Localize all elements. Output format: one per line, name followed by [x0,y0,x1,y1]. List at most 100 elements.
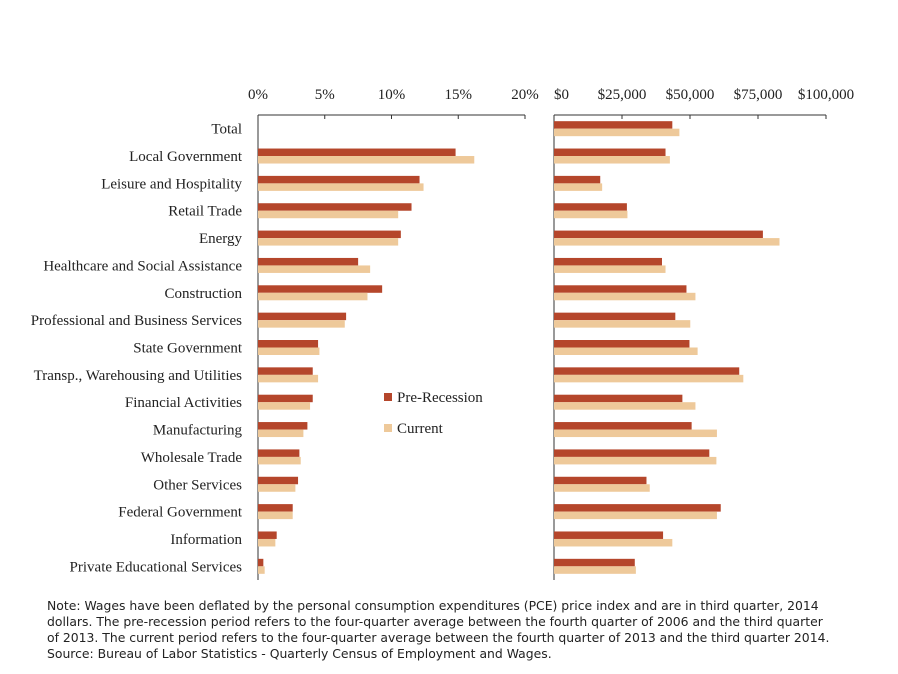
bar-current-private-educational-services-panel0 [258,566,265,574]
bar-pre-recession-local-government-panel1 [554,148,666,157]
bar-pre-recession-financial-activities-panel1 [554,394,683,403]
bar-pre-recession-retail-trade-panel1 [554,203,627,211]
bar-pre-recession-other-services-panel0 [258,476,299,485]
wage-panel: $0 $25,000 $50,000 $75,000 $100,000 [553,87,854,580]
legend: Pre-Recession Current [384,390,483,437]
bar-current-local-government-panel1 [554,156,670,164]
bar-current-financial-activities-panel0 [258,402,311,410]
bar-pre-recession-wholesale-trade-panel0 [258,449,300,457]
category-label-state-government: State Government [133,341,243,357]
category-label-energy: Energy [199,231,243,247]
bar-current-leisure-and-hospitality-panel0 [258,183,424,191]
bar-current-healthcare-and-social-assistance-panel1 [554,265,666,273]
bar-pre-recession-leisure-and-hospitality-panel0 [258,175,420,184]
legend-swatch-current [384,424,392,432]
bar-pre-recession-federal-government-panel0 [258,504,293,512]
bar-pre-recession-construction-panel1 [554,285,687,293]
category-label-leisure-and-hospitality: Leisure and Hospitality [101,176,242,192]
bar-current-wholesale-trade-panel0 [258,456,301,465]
x-tick-label-0-2: 10% [378,87,406,103]
bar-current-information-panel0 [258,538,276,547]
x-tick-label-1-4: $100,000 [798,87,854,103]
note-line-4: Source: Bureau of Labor Statistics - Qua… [47,646,552,661]
bar-current-energy-panel0 [258,238,399,246]
bar-current-private-educational-services-panel1 [554,566,636,574]
legend-label-current: Current [397,421,444,437]
x-tick-label-0-4: 20% [511,87,539,103]
bar-pre-recession-private-educational-services-panel1 [554,558,635,567]
bar-current-retail-trade-panel1 [554,210,628,219]
bar-pre-recession-manufacturing-panel1 [554,422,692,430]
bar-current-leisure-and-hospitality-panel1 [554,183,603,191]
x-tick-label-1-2: $50,000 [666,87,715,103]
category-labels: Total Local Government Leisure and Hospita… [31,122,243,576]
category-label-other-services: Other Services [153,477,242,493]
x-tick-label-0-1: 5% [315,87,335,103]
bar-pre-recession-construction-panel0 [258,285,383,293]
bar-current-construction-panel1 [554,292,696,301]
bar-pre-recession-financial-activities-panel0 [258,394,313,403]
bar-current-transp-warehousing-and-utilities-panel1 [554,374,744,383]
growth-panel: 0% 5% 10% 15% 20% [248,87,539,580]
category-label-private-educational-services: Private Educational Services [70,559,243,575]
bar-pre-recession-transp-warehousing-and-utilities-panel1 [554,367,740,375]
bar-current-total-panel1 [554,128,680,137]
bar-pre-recession-manufacturing-panel0 [258,422,308,430]
bar-current-federal-government-panel0 [258,511,293,520]
category-label-manufacturing: Manufacturing [153,423,243,439]
bar-current-state-government-panel0 [258,347,320,355]
category-label-federal-government: Federal Government [118,505,243,521]
bar-pre-recession-energy-panel0 [258,230,401,239]
category-label-retail-trade: Retail Trade [168,204,242,220]
note-line-2: dollars. The pre-recession period refers… [47,614,823,629]
bar-pre-recession-state-government-panel0 [258,340,319,348]
legend-label-pre-recession: Pre-Recession [397,390,483,406]
bar-pre-recession-wholesale-trade-panel1 [554,449,710,457]
bar-current-transp-warehousing-and-utilities-panel0 [258,374,319,383]
category-label-professional-and-business-services: Professional and Business Services [31,313,242,329]
bar-current-healthcare-and-social-assistance-panel0 [258,265,371,273]
bar-pre-recession-leisure-and-hospitality-panel1 [554,175,601,184]
bar-current-retail-trade-panel0 [258,210,399,219]
bar-pre-recession-healthcare-and-social-assistance-panel0 [258,257,359,266]
category-label-healthcare-and-social-assistance: Healthcare and Social Assistance [43,258,242,274]
bar-current-local-government-panel0 [258,156,475,164]
bar-pre-recession-state-government-panel1 [554,340,690,348]
bar-pre-recession-information-panel1 [554,531,664,539]
x-tick-label-1-3: $75,000 [734,87,783,103]
category-label-total: Total [211,122,242,138]
bar-current-other-services-panel1 [554,484,650,492]
bar-pre-recession-information-panel0 [258,531,277,539]
bar-current-state-government-panel1 [554,347,698,355]
wage-chart: Total Local Government Leisure and Hospita… [31,87,854,580]
bar-current-manufacturing-panel0 [258,429,304,438]
category-label-information: Information [170,532,242,548]
category-label-wholesale-trade: Wholesale Trade [141,450,243,466]
x-tick-label-0-3: 15% [445,87,473,103]
bar-pre-recession-private-educational-services-panel0 [258,558,264,567]
bar-current-information-panel1 [554,538,673,547]
category-label-transp-warehousing-and-utilities: Transp., Warehousing and Utilities [34,368,243,384]
category-label-local-government: Local Government [129,149,243,165]
bar-current-financial-activities-panel1 [554,402,696,410]
bar-pre-recession-healthcare-and-social-assistance-panel1 [554,257,662,266]
bar-current-federal-government-panel1 [554,511,717,520]
bar-current-professional-and-business-services-panel1 [554,320,691,328]
footnote: Note: Wages have been deflated by the pe… [47,598,877,662]
bar-pre-recession-total-panel1 [554,121,673,129]
note-line-1: Note: Wages have been deflated by the pe… [47,598,819,613]
x-tick-label-1-1: $25,000 [598,87,647,103]
category-label-financial-activities: Financial Activities [125,395,242,411]
bar-pre-recession-energy-panel1 [554,230,763,239]
bar-pre-recession-federal-government-panel1 [554,504,721,512]
bar-pre-recession-other-services-panel1 [554,476,647,485]
bar-pre-recession-professional-and-business-services-panel0 [258,312,347,321]
bar-current-construction-panel0 [258,292,368,301]
bar-current-manufacturing-panel1 [554,429,717,438]
category-label-construction: Construction [165,286,243,302]
bar-current-energy-panel1 [554,238,780,246]
x-tick-label-1-0: $0 [554,87,569,103]
legend-swatch-pre-recession [384,393,392,401]
x-tick-label-0-0: 0% [248,87,268,103]
bar-current-professional-and-business-services-panel0 [258,320,345,328]
